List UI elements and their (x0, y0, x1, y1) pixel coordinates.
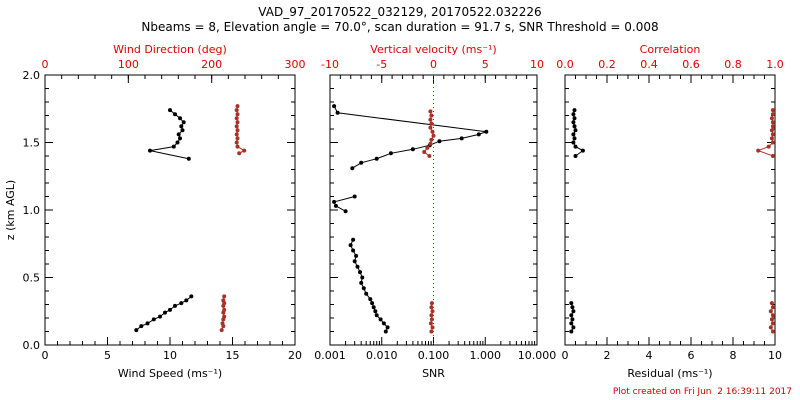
top-tick-label: 0.6 (682, 58, 700, 71)
series-correlation (756, 108, 775, 334)
plot-title: VAD_97_20170522_032129, 20170522.032226 (258, 5, 542, 19)
x-axis-label-residual: Residual (ms⁻¹) (627, 367, 712, 380)
series-snr (332, 104, 489, 334)
top-tick-label: 10 (530, 58, 544, 71)
x-tick-label: 5 (104, 349, 111, 362)
x-tick-label: 2 (604, 349, 611, 362)
x-axis-label-wind: Wind Speed (ms⁻¹) (118, 367, 222, 380)
y-tick-label: 0.5 (23, 272, 41, 285)
x-tick-label: 6 (688, 349, 695, 362)
series-vertical-velocity (422, 109, 436, 334)
series-wind-speed (134, 108, 194, 333)
top-tick-label: 300 (285, 58, 306, 71)
top-tick-label: 0.2 (598, 58, 616, 71)
series-residual (569, 108, 585, 334)
top-tick-label: 0 (42, 58, 49, 71)
top-axis-label-wind: Wind Direction (deg) (113, 43, 227, 56)
x-tick-label: 4 (646, 349, 653, 362)
x-tick-label: 15 (226, 349, 240, 362)
top-tick-label: 0.8 (724, 58, 742, 71)
plot-subtitle: Nbeams = 8, Elevation angle = 70.0°, sca… (141, 20, 659, 34)
plot-created-timestamp: Plot created on Fri Jun 2 16:39:11 2017 (612, 387, 792, 397)
top-tick-label: -10 (321, 58, 339, 71)
x-tick-label: 0 (562, 349, 569, 362)
top-tick-label: 5 (482, 58, 489, 71)
x-tick-label: 1.000 (470, 349, 502, 362)
y-tick-label: 0.0 (23, 339, 41, 352)
panel-snr: 0.001 0.010 0.100 1.000 10.000 SNR -10 -5 0 5 10 Ve… (314, 43, 556, 380)
y-tick-label: 1.0 (23, 204, 41, 217)
top-tick-label: -5 (376, 58, 387, 71)
y-tick-label: 1.5 (23, 137, 41, 150)
top-tick-label: 0 (430, 58, 437, 71)
x-tick-label: 10 (163, 349, 177, 362)
x-tick-label: 8 (730, 349, 737, 362)
y-axis-label: z (km AGL) (4, 180, 17, 240)
top-axis-label-residual: Correlation (640, 43, 701, 56)
series-wind-direction (219, 104, 247, 333)
x-tick-label: 0.001 (314, 349, 346, 362)
x-axis-label-snr: SNR (422, 367, 445, 380)
x-tick-label: 0.100 (418, 349, 450, 362)
top-tick-label: 1.0 (766, 58, 784, 71)
x-tick-label: 20 (288, 349, 302, 362)
panel-residual: 0 2 4 6 8 10 Residual (ms⁻¹) 0.0 0.2 0.4 0.6 0.8 1.0… (556, 43, 784, 380)
top-tick-label: 0.4 (640, 58, 658, 71)
y-tick-label: 2.0 (23, 69, 41, 82)
top-tick-label: 0.0 (556, 58, 574, 71)
top-tick-label: 100 (118, 58, 139, 71)
x-tick-label: 0 (42, 349, 49, 362)
x-tick-label: 10.000 (518, 349, 557, 362)
x-tick-label: 0.010 (366, 349, 398, 362)
top-axis-label-snr: Vertical velocity (ms⁻¹) (370, 43, 496, 56)
top-tick-label: 200 (201, 58, 222, 71)
x-tick-label: 10 (768, 349, 782, 362)
panel-wind: 0 5 10 15 20 Wind Speed (ms⁻¹) 0 100 200 300 Wind … (23, 43, 306, 380)
